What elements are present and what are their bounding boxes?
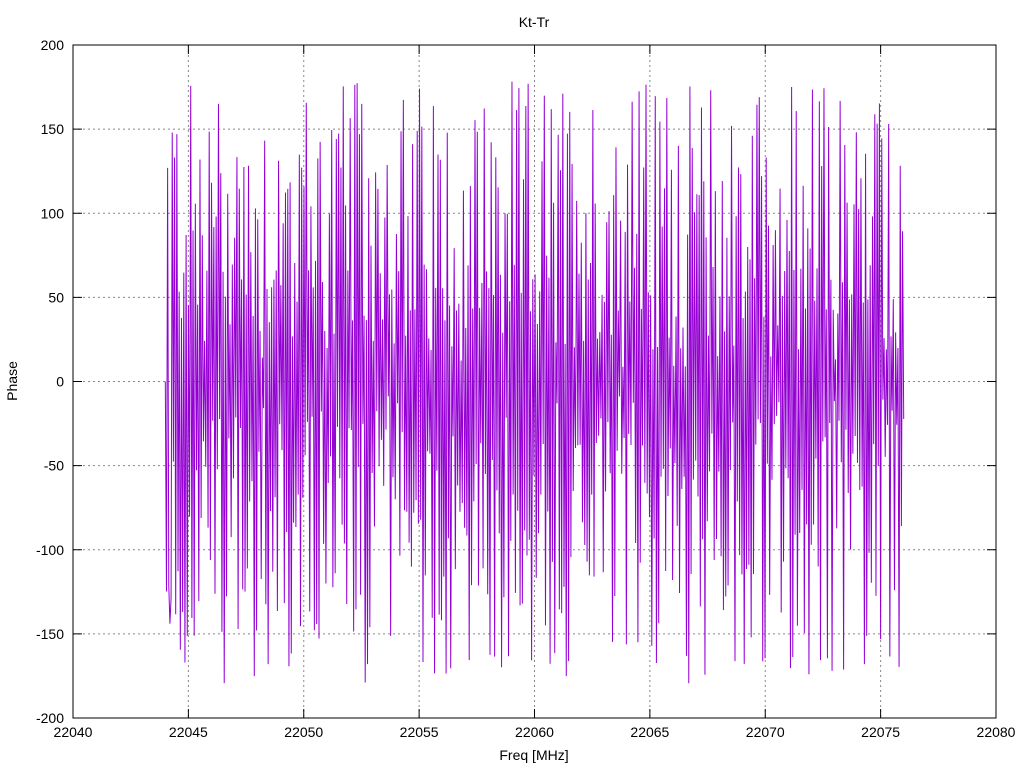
x-tick-label: 22070 xyxy=(746,724,785,740)
phase-series-line xyxy=(164,81,905,684)
x-tick-label: 22065 xyxy=(630,724,669,740)
y-tick-label: 150 xyxy=(41,121,65,137)
x-tick-label: 22075 xyxy=(861,724,900,740)
y-tick-label: 0 xyxy=(56,374,64,390)
chart-title: Kt-Tr xyxy=(519,14,550,30)
y-tick-label: 50 xyxy=(48,289,64,305)
y-tick-label: -200 xyxy=(36,710,64,726)
y-tick-label: -50 xyxy=(44,458,64,474)
x-axis-title: Freq [MHz] xyxy=(499,747,568,763)
x-tick-label: 22080 xyxy=(977,724,1016,740)
plot-frame xyxy=(72,44,997,719)
x-tick-label: 22040 xyxy=(54,724,93,740)
x-tick-label: 22060 xyxy=(515,724,554,740)
series-layer xyxy=(164,81,905,684)
y-tick-label: -150 xyxy=(36,626,64,642)
y-axis-title: Phase xyxy=(4,361,20,401)
x-tick-label: 22045 xyxy=(169,724,208,740)
y-tick-label: 200 xyxy=(41,37,65,53)
axis-ticks: 22040 22045 22050 22055 22060 22065 22070 22075… xyxy=(36,37,1016,740)
y-tick-label: -100 xyxy=(36,542,64,558)
x-tick-label: 22050 xyxy=(284,724,323,740)
y-tick-label: 100 xyxy=(41,205,65,221)
x-tick-label: 22055 xyxy=(400,724,439,740)
